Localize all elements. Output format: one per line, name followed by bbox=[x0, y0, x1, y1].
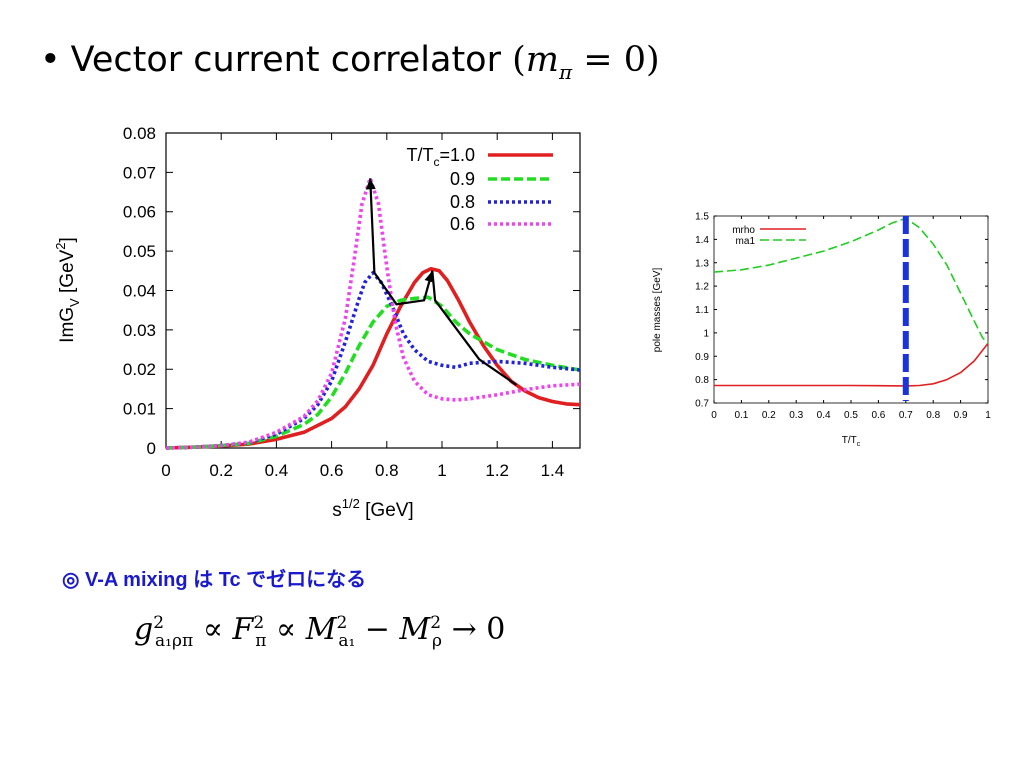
y-tick-label: 0.8 bbox=[695, 375, 709, 386]
y-tick-label: 0.07 bbox=[123, 163, 156, 182]
x-axis-label-sub: c bbox=[857, 441, 861, 448]
x-tick-label: 0.1 bbox=[734, 410, 748, 421]
y-tick-label: 0.03 bbox=[123, 321, 156, 340]
series-line-mrho bbox=[714, 342, 989, 387]
formula-m2-sup: 2 bbox=[430, 613, 442, 633]
x-axis-label-s: s bbox=[332, 500, 342, 521]
legend-label-1-0: T/Tc=1.0 bbox=[406, 145, 475, 169]
annotation-arrowhead bbox=[424, 270, 435, 283]
legend-label-mrho: mrho bbox=[732, 225, 755, 236]
formula-f: F bbox=[232, 612, 254, 647]
y-tick-label: 0.06 bbox=[123, 203, 156, 222]
plot-frame bbox=[713, 215, 989, 404]
title-math: (mπ = 0) bbox=[512, 40, 660, 84]
y-tick-label: 0.01 bbox=[123, 400, 156, 419]
x-tick-label: 0 bbox=[161, 461, 170, 480]
slide-title: • Vector current correlator (mπ = 0) bbox=[40, 40, 660, 84]
formula-f-sub: π bbox=[255, 631, 267, 651]
y-tick-label: 1.1 bbox=[695, 305, 709, 316]
y-tick-label: 1.4 bbox=[695, 235, 709, 246]
legend-label-ma1: ma1 bbox=[736, 236, 756, 247]
bullet: • bbox=[40, 40, 61, 80]
legend-first-value: 1.0 bbox=[450, 145, 475, 165]
legend-title-t: T/T bbox=[406, 145, 433, 165]
note-text: ◎ V-A mixing は Tc でゼロになる bbox=[62, 569, 367, 591]
y-tick-label: 0.02 bbox=[123, 360, 156, 379]
y-axis-label-img: ImG bbox=[57, 307, 78, 343]
formula-g: g bbox=[134, 612, 154, 647]
y-axis-label-close: ] bbox=[57, 237, 78, 242]
y-tick-label: 1.3 bbox=[695, 258, 709, 269]
y-tick-label: 0.7 bbox=[695, 399, 709, 410]
x-tick-label: 0.3 bbox=[789, 410, 803, 421]
y-tick-label: 0.9 bbox=[695, 352, 709, 363]
x-tick-label: 0.2 bbox=[762, 410, 776, 421]
x-axis-label: s1/2 [GeV] bbox=[332, 496, 413, 521]
x-axis-label-exp: 1/2 bbox=[342, 496, 360, 511]
x-tick-label: 0 bbox=[711, 410, 717, 421]
title-math-var: m bbox=[525, 40, 559, 80]
x-tick-label: 0.8 bbox=[926, 410, 940, 421]
formula-arrow: → 0 bbox=[442, 612, 506, 647]
y-tick-label: 0 bbox=[147, 439, 156, 458]
y-axis-label: pole masses [GeV] bbox=[652, 268, 663, 353]
x-tick-label: 0.5 bbox=[844, 410, 858, 421]
x-tick-label: 0.4 bbox=[817, 410, 831, 421]
y-tick-label: 0.04 bbox=[123, 281, 156, 300]
x-tick-label: 1.4 bbox=[541, 461, 565, 480]
series-line-1-0 bbox=[165, 266, 581, 450]
x-tick-label: 1 bbox=[437, 461, 446, 480]
x-tick-label: 0.2 bbox=[209, 461, 233, 480]
title-text: Vector current correlator bbox=[70, 40, 501, 80]
formula-m1-sup: 2 bbox=[336, 613, 348, 633]
series-line-ma1 bbox=[713, 217, 989, 344]
y-tick-label: 1.5 bbox=[695, 212, 709, 223]
y-axis-label-exp: 2 bbox=[53, 242, 68, 249]
x-tick-label: 0.6 bbox=[320, 461, 344, 480]
legend-title-sub: c bbox=[433, 155, 439, 169]
title-math-sub: π bbox=[558, 60, 573, 84]
formula: g2a₁ρπ ∝ F2π ∝ M2a₁ − M2ρ → 0 bbox=[134, 612, 505, 651]
formula-f-sup: 2 bbox=[253, 613, 265, 633]
x-tick-label: 1.2 bbox=[485, 461, 509, 480]
formula-minus: − bbox=[355, 612, 400, 647]
x-axis-label-unit: [GeV] bbox=[360, 500, 414, 521]
title-math-rest: = 0) bbox=[583, 40, 660, 80]
y-axis-label: ImGV [GeV2] bbox=[53, 237, 82, 343]
formula-prop1: ∝ bbox=[193, 612, 233, 647]
formula-m1-sub: a₁ bbox=[338, 631, 356, 651]
formula-m2: M bbox=[399, 612, 431, 647]
legend-label-0-6: 0.6 bbox=[450, 214, 475, 234]
x-tick-label: 0.7 bbox=[899, 410, 913, 421]
y-tick-label: 1 bbox=[703, 328, 709, 339]
x-tick-label: 0.4 bbox=[265, 461, 289, 480]
formula-prop2: ∝ bbox=[266, 612, 306, 647]
legend-label-0-8: 0.8 bbox=[450, 192, 475, 212]
series-line-0-6 bbox=[165, 176, 581, 450]
annotation-arrowhead bbox=[365, 178, 376, 190]
y-tick-label: 1.2 bbox=[695, 282, 709, 293]
x-tick-label: 0.8 bbox=[375, 461, 399, 480]
x-tick-label: 1 bbox=[985, 410, 991, 421]
y-tick-label: 0.05 bbox=[123, 242, 156, 261]
y-axis-label-sub: V bbox=[67, 298, 82, 307]
formula-g-sup: 2 bbox=[153, 613, 165, 633]
x-tick-label: 0.9 bbox=[954, 410, 968, 421]
formula-m2-sub: ρ bbox=[432, 631, 443, 651]
formula-m1: M bbox=[305, 612, 337, 647]
annotation-path bbox=[369, 178, 518, 386]
legend-label-0-9: 0.9 bbox=[450, 169, 475, 189]
y-tick-label: 0.08 bbox=[123, 124, 156, 143]
y-axis-label-unit: [GeV bbox=[57, 249, 78, 298]
title-math-open: ( bbox=[512, 40, 526, 80]
formula-g-sub: a₁ρπ bbox=[155, 631, 194, 651]
x-axis-label: T/Tc bbox=[842, 435, 861, 448]
legend-title-eq: = bbox=[439, 145, 450, 165]
x-axis-label-t: T/T bbox=[842, 435, 857, 446]
x-tick-label: 0.6 bbox=[871, 410, 885, 421]
